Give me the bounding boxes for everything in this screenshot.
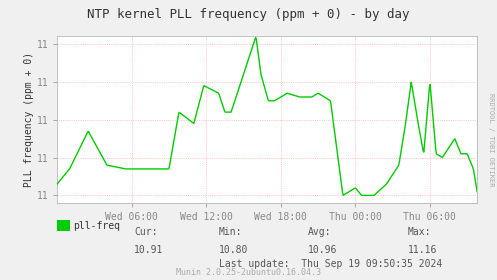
Text: Last update:  Thu Sep 19 09:50:35 2024: Last update: Thu Sep 19 09:50:35 2024 xyxy=(219,259,442,269)
Text: pll-freq: pll-freq xyxy=(74,221,121,231)
Y-axis label: PLL frequency (ppm + 0): PLL frequency (ppm + 0) xyxy=(23,52,34,187)
Text: Min:: Min: xyxy=(219,227,242,237)
Text: Avg:: Avg: xyxy=(308,227,331,237)
Text: Cur:: Cur: xyxy=(134,227,158,237)
Text: 10.91: 10.91 xyxy=(134,245,164,255)
Text: 10.80: 10.80 xyxy=(219,245,248,255)
Text: 11.16: 11.16 xyxy=(408,245,437,255)
Text: RRDTOOL / TOBI OETIKER: RRDTOOL / TOBI OETIKER xyxy=(488,93,494,187)
Text: NTP kernel PLL frequency (ppm + 0) - by day: NTP kernel PLL frequency (ppm + 0) - by … xyxy=(87,8,410,21)
Text: Max:: Max: xyxy=(408,227,431,237)
Text: Munin 2.0.25-2ubuntu0.16.04.3: Munin 2.0.25-2ubuntu0.16.04.3 xyxy=(176,268,321,277)
Text: 10.96: 10.96 xyxy=(308,245,337,255)
